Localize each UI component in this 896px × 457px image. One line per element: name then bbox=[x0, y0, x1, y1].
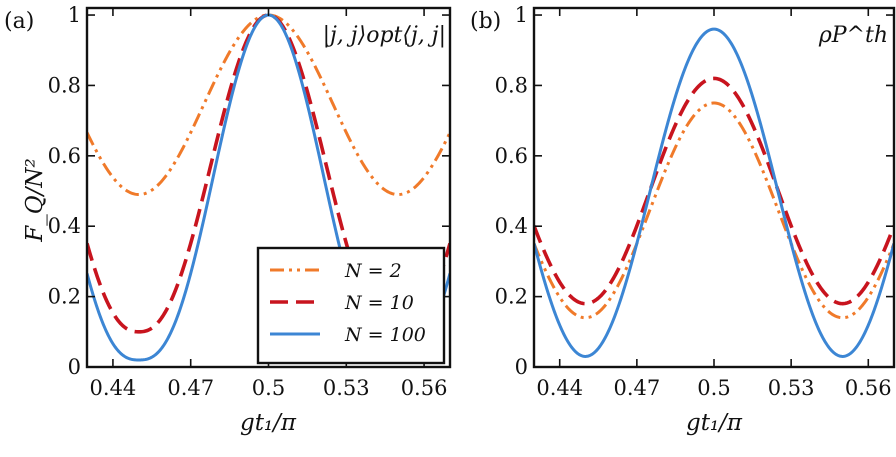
panel-b-curves bbox=[534, 27, 894, 358]
panel-b-series-n10 bbox=[534, 76, 894, 306]
panel-b-tag: (b) bbox=[470, 9, 501, 34]
panel-a-tag: (a) bbox=[4, 9, 34, 34]
panel-a-ytick-label: 0.4 bbox=[48, 214, 81, 238]
panel-a-ytick-label: 0.6 bbox=[48, 144, 81, 168]
panel-b-xtick-label: 0.44 bbox=[536, 376, 583, 400]
legend-label-n100: N = 100 bbox=[344, 324, 426, 346]
panel-b-xtick-label: 0.47 bbox=[613, 376, 660, 400]
panel-b-xtick-label: 0.56 bbox=[845, 376, 892, 400]
panel-a-xlabel: gt₁/π bbox=[240, 410, 297, 436]
legend-box bbox=[256, 246, 446, 365]
panel-b-ticks: 0.44 0.47 0.5 0.53 0.56 0 0.2 0.4 0.6 0.8 1 bbox=[495, 3, 894, 400]
panel-b-ytick-label: 0 bbox=[515, 355, 528, 379]
panel-a: (a) 0.44 0.47 0.5 0.53 0.56 0 0.2 0.4 0.6 0.8 1 |j… bbox=[4, 3, 452, 436]
panel-b-frame bbox=[532, 6, 896, 369]
panel-b-xtick-label: 0.53 bbox=[768, 376, 815, 400]
panel-a-xtick-label: 0.5 bbox=[252, 376, 285, 400]
panel-a-ylabel: F_Q/N² bbox=[22, 158, 48, 242]
panel-b: (b) 0.44 0.47 0.5 0.53 0.56 0 0.2 0.4 0.6 0.8 1 ρP… bbox=[470, 3, 896, 436]
panel-b-ytick-label: 0.6 bbox=[495, 144, 528, 168]
panel-a-ytick-label: 0.2 bbox=[48, 285, 81, 309]
panel-b-ytick-label: 1 bbox=[515, 3, 528, 27]
panel-a-annotation: |j, j⟩opt⟨j, j| bbox=[323, 23, 446, 48]
panel-b-series-n100 bbox=[534, 27, 894, 358]
panel-b-ytick-label: 0.8 bbox=[495, 73, 528, 97]
panel-a-ytick-label: 1 bbox=[68, 3, 81, 27]
panel-b-series-n2 bbox=[534, 101, 894, 320]
legend: N = 2 N = 10 N = 100 bbox=[256, 246, 446, 365]
panel-a-ticks: 0.44 0.47 0.5 0.53 0.56 0 0.2 0.4 0.6 0.8 1 bbox=[48, 3, 450, 400]
panel-a-xtick-label: 0.53 bbox=[323, 376, 370, 400]
panel-b-ytick-label: 0.2 bbox=[495, 285, 528, 309]
panel-a-xtick-label: 0.56 bbox=[401, 376, 448, 400]
panel-a-xtick-label: 0.44 bbox=[90, 376, 137, 400]
panel-b-xtick-label: 0.5 bbox=[697, 376, 730, 400]
panel-a-xtick-label: 0.47 bbox=[167, 376, 214, 400]
panel-a-series-n2 bbox=[87, 13, 450, 197]
legend-label-n2: N = 2 bbox=[344, 260, 402, 282]
panel-a-ytick-label: 0 bbox=[68, 355, 81, 379]
panel-b-annotation: ρP^th bbox=[818, 23, 888, 48]
panel-a-ytick-label: 0.8 bbox=[48, 73, 81, 97]
legend-label-n10: N = 10 bbox=[344, 292, 414, 314]
panel-b-ytick-label: 0.4 bbox=[495, 214, 528, 238]
panel-b-xlabel: gt₁/π bbox=[686, 410, 743, 436]
